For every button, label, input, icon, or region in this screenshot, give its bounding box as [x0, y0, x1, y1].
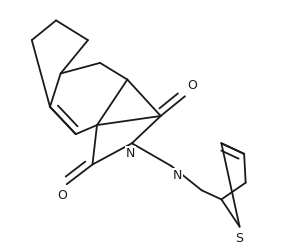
Text: N: N [173, 169, 182, 182]
Text: O: O [57, 189, 67, 202]
Text: O: O [188, 79, 197, 92]
Text: S: S [235, 232, 244, 245]
Text: N: N [126, 147, 135, 160]
